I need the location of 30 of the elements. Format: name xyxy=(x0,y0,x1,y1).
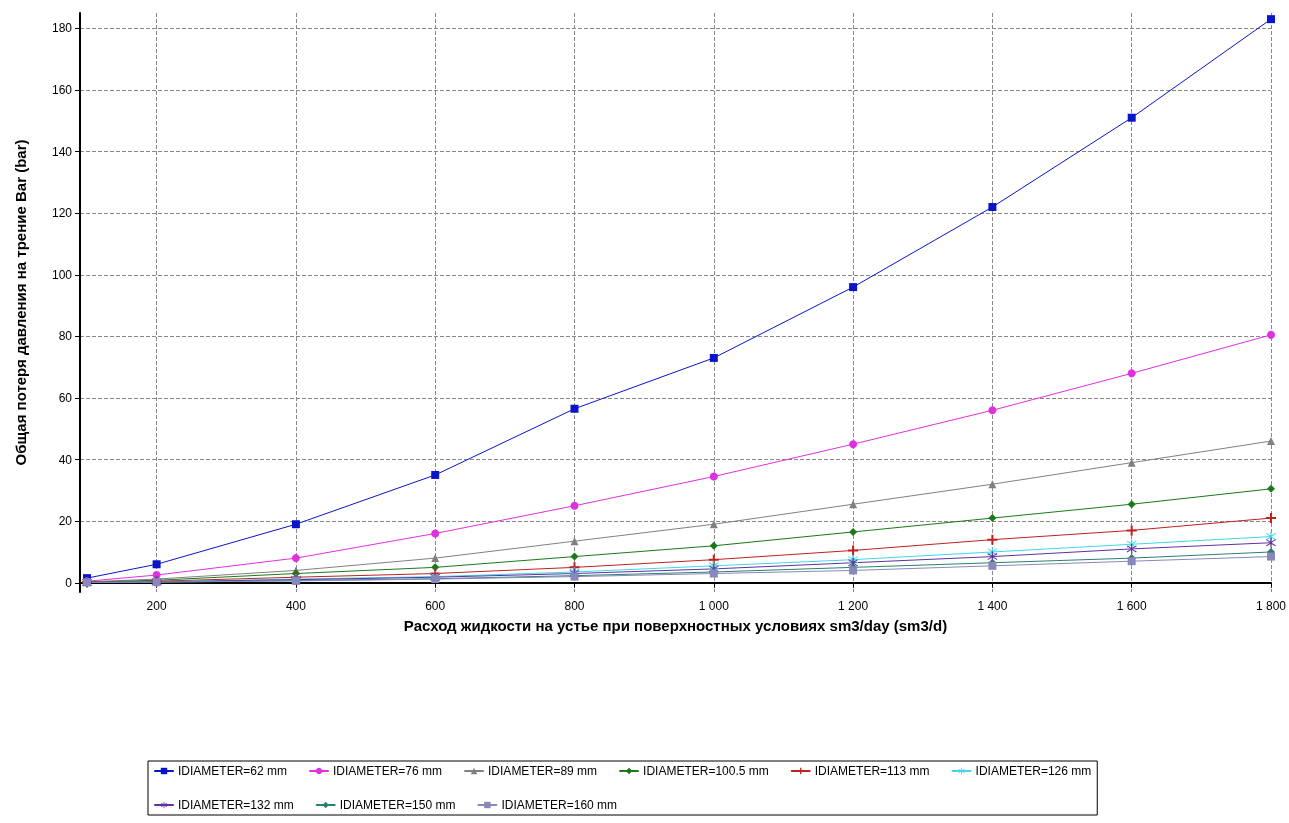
x-tick-label: 1 800 xyxy=(1255,599,1287,613)
x-tick-label: 1 000 xyxy=(698,599,730,613)
x-tick-label: 1 400 xyxy=(977,599,1008,613)
x-tick-label: 1 600 xyxy=(1116,599,1148,613)
legend-label: IDIAMETER=89 mm xyxy=(488,764,598,778)
y-axis-title: Общая потеря давления на трение Bar (bar) xyxy=(12,139,29,466)
legend-label: IDIAMETER=76 mm xyxy=(333,764,443,778)
legend-label: IDIAMETER=160 mm xyxy=(501,798,618,812)
x-axis-title: Расход жидкости на устье при поверхностных условиях sm3/day (sm3/d) xyxy=(403,617,948,634)
y-tick-label: 80 xyxy=(58,329,73,344)
legend-label: IDIAMETER=150 mm xyxy=(339,798,456,812)
legend-label: IDIAMETER=132 mm xyxy=(178,798,294,812)
legend-label: IDIAMETER=113 mm xyxy=(814,764,930,778)
x-tick-label: 800 xyxy=(564,599,585,613)
y-tick-label: 120 xyxy=(51,206,73,221)
x-tick-label: 200 xyxy=(146,599,167,613)
x-tick-label: 400 xyxy=(285,599,307,613)
y-tick-label: 0 xyxy=(65,575,73,590)
y-tick-label: 100 xyxy=(51,267,73,282)
y-tick-label: 160 xyxy=(51,82,73,97)
legend-label: IDIAMETER=126 mm xyxy=(975,764,1092,778)
legend-label: IDIAMETER=62 mm xyxy=(178,764,288,778)
y-tick-label: 140 xyxy=(51,144,73,159)
y-tick-label: 20 xyxy=(58,514,73,529)
y-tick-label: 180 xyxy=(51,21,73,36)
y-tick-label: 60 xyxy=(58,390,73,405)
x-tick-label: 600 xyxy=(425,599,446,613)
x-tick-label: 1 200 xyxy=(838,599,869,613)
y-tick-label: 40 xyxy=(58,452,73,467)
legend-label: IDIAMETER=100.5 mm xyxy=(643,764,769,778)
